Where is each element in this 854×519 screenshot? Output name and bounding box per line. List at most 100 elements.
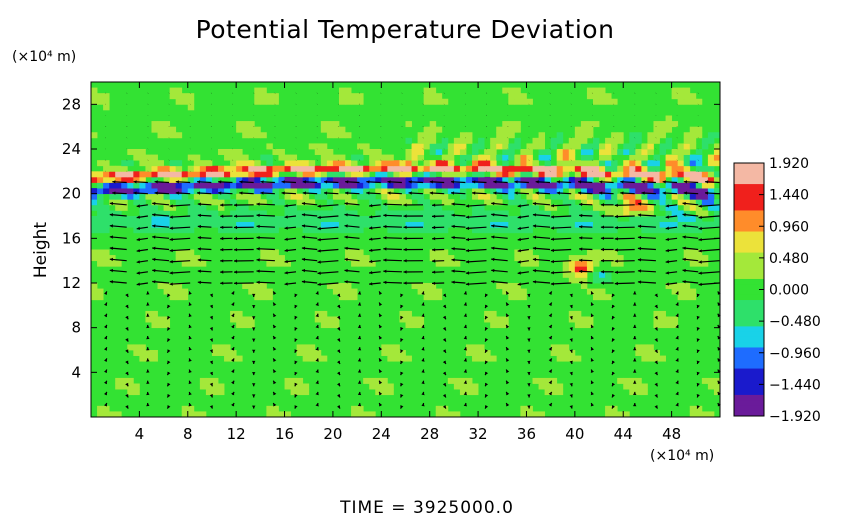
field-cell bbox=[453, 182, 461, 189]
field-cell bbox=[490, 355, 497, 362]
field-cell bbox=[514, 143, 521, 150]
field-cell bbox=[629, 182, 636, 189]
field-cell bbox=[713, 176, 721, 183]
field-cell bbox=[284, 216, 291, 222]
field-cell bbox=[175, 98, 183, 105]
field-cell bbox=[187, 104, 195, 111]
field-cell bbox=[490, 322, 497, 329]
field-cell bbox=[453, 216, 461, 222]
field-cell bbox=[145, 210, 152, 217]
field-cell bbox=[284, 154, 291, 161]
field-cell bbox=[496, 137, 503, 144]
field-cell bbox=[641, 204, 648, 211]
vector-arrowhead bbox=[579, 258, 583, 262]
vector-arrowhead bbox=[231, 403, 235, 407]
vector-arrowhead bbox=[600, 203, 604, 207]
field-cell bbox=[592, 193, 600, 200]
field-cell bbox=[562, 193, 570, 200]
field-cell bbox=[605, 227, 612, 234]
field-cell bbox=[218, 221, 225, 228]
field-cell bbox=[514, 87, 521, 94]
field-cell bbox=[332, 322, 340, 329]
vector-arrowhead bbox=[104, 302, 107, 306]
field-cell bbox=[332, 216, 340, 222]
field-cell bbox=[526, 182, 533, 189]
field-cell bbox=[109, 188, 116, 195]
field-cell bbox=[671, 121, 679, 128]
vector-arrowhead bbox=[167, 315, 171, 320]
field-cell bbox=[175, 216, 183, 222]
field-cell bbox=[635, 188, 642, 195]
vector-arrowhead bbox=[379, 347, 383, 351]
vector-arrowhead bbox=[344, 213, 348, 217]
vector-arrowhead bbox=[252, 316, 256, 320]
plot-frame bbox=[90, 81, 721, 418]
field-cell bbox=[332, 193, 340, 200]
field-cell bbox=[617, 137, 624, 144]
field-cell bbox=[441, 182, 449, 189]
field-cell bbox=[163, 121, 171, 128]
field-cell bbox=[272, 182, 279, 189]
field-cell bbox=[290, 204, 298, 211]
field-cell bbox=[387, 227, 394, 234]
vector-arrow bbox=[317, 215, 339, 219]
field-cell bbox=[677, 149, 685, 155]
vector-arrowhead bbox=[294, 349, 298, 353]
field-cell bbox=[332, 182, 340, 189]
vector-arrowhead bbox=[231, 336, 235, 340]
field-cell bbox=[145, 350, 152, 356]
field-cell bbox=[103, 188, 110, 195]
vector-arrowhead bbox=[167, 293, 171, 297]
field-cell bbox=[296, 193, 304, 200]
field-cell bbox=[556, 193, 564, 200]
field-cell bbox=[562, 165, 570, 172]
field-cell bbox=[218, 188, 225, 195]
field-cell bbox=[538, 377, 546, 384]
field-cell bbox=[326, 283, 334, 289]
field-cell bbox=[435, 204, 443, 211]
field-cell bbox=[465, 176, 473, 183]
field-cell bbox=[659, 204, 666, 211]
field-cell bbox=[109, 411, 116, 418]
field-cell bbox=[502, 126, 509, 133]
field-cell bbox=[683, 294, 691, 301]
field-cell bbox=[278, 255, 285, 262]
field-cell bbox=[429, 149, 437, 155]
field-cell bbox=[375, 188, 382, 195]
field-cell bbox=[248, 322, 255, 329]
field-cell bbox=[623, 149, 630, 155]
field-cell bbox=[695, 204, 703, 211]
vector-arrowhead bbox=[662, 191, 666, 195]
field-cell bbox=[423, 93, 431, 100]
vector-arrowhead bbox=[344, 224, 348, 228]
field-cell bbox=[242, 216, 249, 222]
field-cell bbox=[151, 165, 158, 172]
vector-arrowhead bbox=[231, 313, 235, 318]
field-cell bbox=[677, 87, 685, 94]
field-cell bbox=[665, 316, 673, 323]
vector-arrowhead bbox=[696, 315, 700, 320]
field-cell bbox=[653, 199, 660, 206]
field-cell bbox=[508, 171, 515, 178]
vector-arrow bbox=[317, 260, 339, 263]
field-cell bbox=[490, 137, 497, 144]
vector-arrowhead bbox=[294, 293, 298, 297]
field-cell bbox=[91, 288, 98, 295]
field-cell bbox=[701, 221, 709, 228]
field-cell bbox=[671, 204, 679, 211]
field-cell bbox=[302, 160, 310, 167]
vector-arrowhead bbox=[696, 405, 700, 409]
vector-arrowhead bbox=[633, 369, 637, 373]
field-cell bbox=[478, 227, 485, 234]
vector-arrowhead bbox=[465, 249, 470, 253]
field-cell bbox=[187, 227, 195, 234]
vector-arrow bbox=[383, 281, 402, 284]
field-cell bbox=[423, 227, 431, 234]
field-cell bbox=[199, 260, 207, 267]
y-tick-label: 16 bbox=[62, 229, 81, 247]
field-cell bbox=[641, 143, 648, 150]
field-cell bbox=[641, 193, 648, 200]
field-cell bbox=[399, 227, 406, 234]
colorbar-segment bbox=[734, 389, 764, 396]
vector-arrowhead bbox=[463, 403, 467, 407]
